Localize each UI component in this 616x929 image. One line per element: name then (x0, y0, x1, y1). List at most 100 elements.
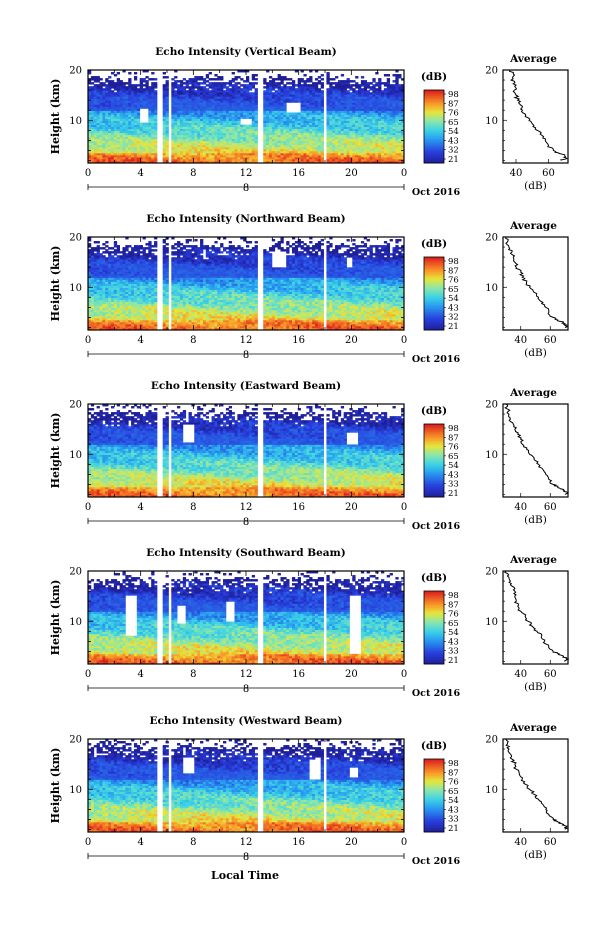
y-axis-label: Height (km) (49, 79, 62, 155)
heatmap (88, 70, 404, 163)
heatmap-cell (301, 84, 304, 86)
heatmap-cell (278, 74, 281, 76)
heatmap-cell (384, 74, 387, 76)
heatmap-cell (286, 86, 289, 88)
heatmap-cell (214, 78, 217, 80)
heatmap-cell (206, 88, 209, 90)
heatmap-cell (361, 88, 364, 90)
heatmap-cell (154, 82, 157, 84)
heatmap-cell (352, 88, 355, 90)
heatmap-cell (243, 84, 246, 86)
heatmap-cell (275, 90, 278, 92)
heatmap-cell (269, 76, 272, 78)
date-label: Oct 2016 (412, 187, 461, 198)
heatmap-cell (246, 125, 249, 127)
heatmap-cell (263, 86, 266, 88)
x-tick-label: 0 (401, 168, 407, 179)
heatmap-cell (125, 82, 128, 84)
heatmap-cell (355, 90, 358, 92)
heatmap-cell (154, 90, 157, 92)
day-label: 8 (243, 183, 249, 194)
heatmap-cell (114, 74, 117, 76)
y-tick-label: 20 (69, 66, 82, 77)
heatmap-cell (194, 76, 197, 78)
heatmap-cell (117, 78, 120, 80)
heatmap-cell (134, 84, 137, 86)
heatmap-cell (183, 82, 186, 84)
heatmap-cell (355, 82, 358, 84)
colorbar-tick-label: 54 (448, 127, 459, 137)
heatmap-cell (145, 76, 148, 78)
heatmap-cell (200, 82, 203, 84)
heatmap-cell (286, 112, 289, 114)
average-x-tick-label: 40 (510, 168, 523, 179)
heatmap-cell (191, 78, 194, 80)
heatmap-cell (189, 78, 192, 80)
heatmap-cell (232, 78, 235, 80)
heatmap-cell (349, 80, 352, 82)
heatmap-cell (200, 76, 203, 78)
heatmap-cell (226, 82, 229, 84)
heatmap-cell (209, 78, 212, 80)
heatmap-cell (390, 84, 393, 86)
heatmap-cell (381, 82, 384, 84)
heatmap-cell (375, 88, 378, 90)
heatmap-cell (148, 86, 151, 88)
heatmap-cell (237, 86, 240, 88)
heatmap-cell (143, 123, 146, 125)
average-line (510, 70, 567, 161)
heatmap-cell (209, 72, 212, 74)
heatmap-cell (214, 82, 217, 84)
heatmap-cell (286, 78, 289, 80)
heatmap-cell (212, 78, 215, 80)
heatmap-cell (108, 76, 111, 78)
heatmap-cell (137, 88, 140, 90)
heatmap-cell (295, 84, 298, 86)
heatmap-cell (255, 78, 258, 80)
heatmap-cell (315, 78, 318, 80)
heatmap-cell (180, 80, 183, 82)
heatmap-cell (143, 88, 146, 90)
heatmap-cell (318, 88, 321, 90)
heatmap-cell (217, 76, 220, 78)
heatmap-cell (295, 112, 298, 114)
heatmap-cell (128, 72, 131, 74)
heatmap-cell (387, 74, 390, 76)
heatmap-cell (329, 78, 332, 80)
heatmap-cell (174, 76, 177, 78)
heatmap-cell (240, 125, 243, 127)
heatmap-cell (240, 84, 243, 86)
heatmap-cell (338, 80, 341, 82)
heatmap-cell (398, 84, 401, 86)
heatmap-cell (91, 82, 94, 84)
heatmap-cell (232, 72, 235, 74)
heatmap-cell (275, 82, 278, 84)
heatmap-cell (263, 90, 266, 92)
heatmap-cell (111, 72, 114, 74)
heatmap-cell (255, 88, 258, 90)
heatmap-cell (94, 76, 97, 78)
colorbar-tick-label: 21 (448, 155, 459, 165)
heatmap-cell (372, 78, 375, 80)
heatmap-cell (292, 112, 295, 114)
heatmap-cell (289, 82, 292, 84)
heatmap-cell (283, 84, 286, 86)
heatmap-cell (263, 78, 266, 80)
heatmap-cell (329, 82, 332, 84)
panel-title: Echo Intensity (Northward Beam) (146, 213, 345, 225)
heatmap-cell (99, 78, 102, 80)
heatmap-cell (252, 92, 255, 94)
heatmap-cell (384, 82, 387, 84)
heatmap-cell (145, 123, 148, 125)
colorbar-unit: (dB) (421, 71, 447, 83)
heatmap-cell (203, 78, 206, 80)
heatmap-cell (143, 78, 146, 80)
heatmap-cell (370, 86, 373, 88)
heatmap-cell (212, 82, 215, 84)
heatmap-cell (295, 88, 298, 90)
heatmap-cell (217, 82, 220, 84)
heatmap-cell (252, 74, 255, 76)
